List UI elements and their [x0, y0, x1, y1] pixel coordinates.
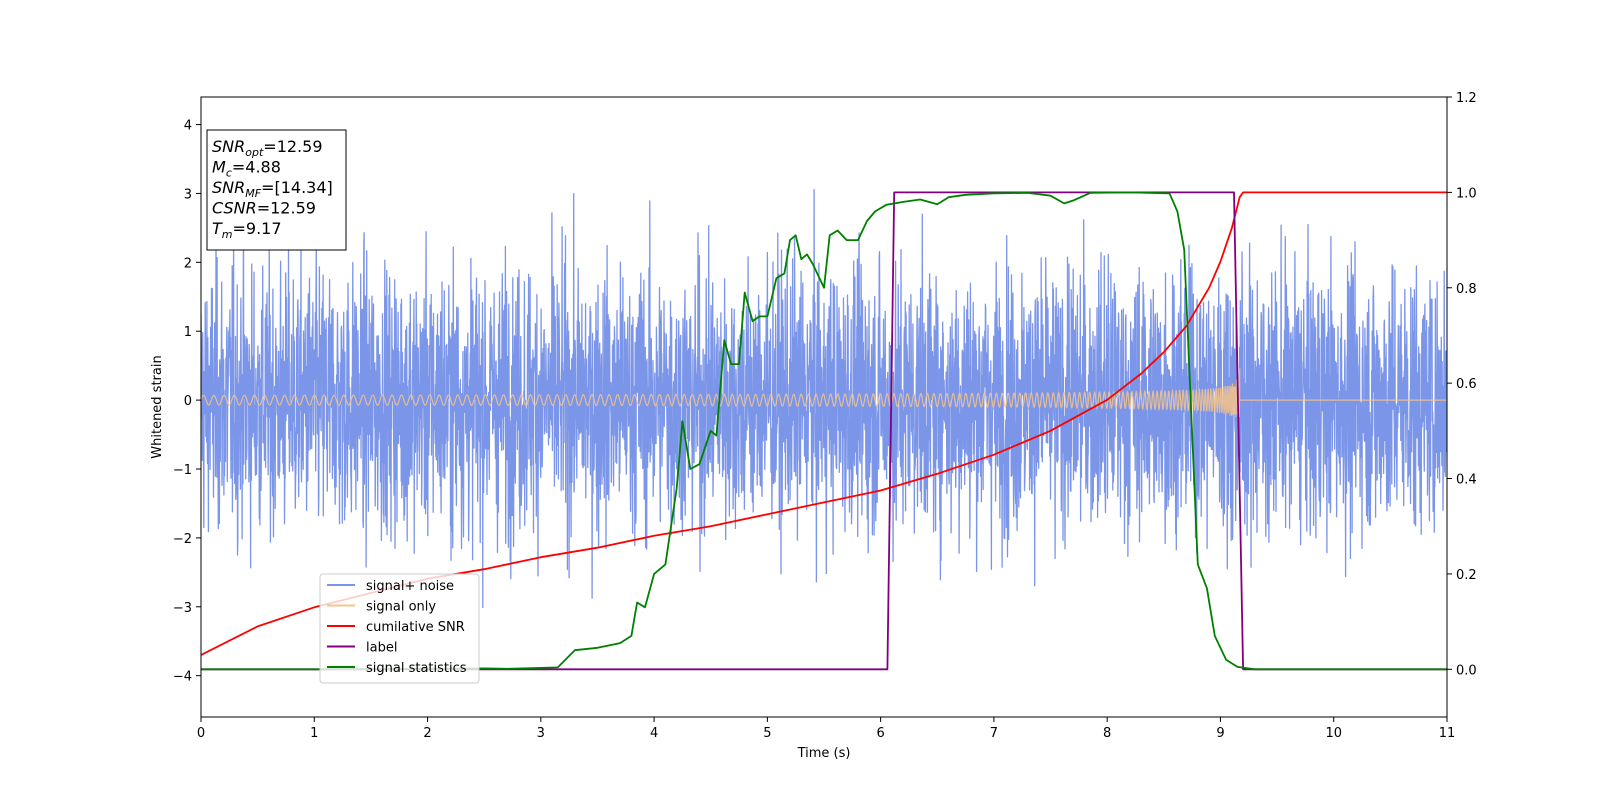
legend-label: label: [366, 641, 397, 656]
y-tick-label: −1: [173, 463, 192, 478]
annotation-line: Mc=4.88: [212, 158, 281, 180]
x-tick-label: 4: [650, 726, 658, 741]
legend-label: signal only: [366, 600, 436, 615]
y2-tick-label: 0.4: [1456, 473, 1477, 488]
y2-tick-label: 0.8: [1456, 282, 1477, 297]
x-tick-label: 0: [197, 726, 205, 741]
legend-item-cumilative-snr: cumilative SNR: [327, 620, 465, 635]
y-tick-label: 1: [184, 325, 192, 340]
series-signal-statistics: [201, 191, 1447, 671]
legend-item-signal-only: signal only: [327, 600, 436, 615]
x-tick-label: 5: [763, 726, 771, 741]
y-tick-label: −2: [173, 532, 192, 547]
x-tick-label: 7: [990, 726, 998, 741]
legend: signal+ noise signal only cumilative SNR la…: [319, 573, 480, 684]
legend-item-signal-noise: signal+ noise: [327, 579, 454, 594]
plot-frame: [200, 96, 1448, 718]
x-axis: 0 1 2 3 4 5 6 7 8 9 10 11: [197, 717, 1455, 741]
legend-item-label: label: [327, 641, 397, 656]
annotation-line: SNRopt=12.59: [212, 137, 323, 159]
series-signal-only: [201, 368, 1447, 418]
legend-label: signal statistics: [366, 661, 467, 676]
x-tick-label: 1: [310, 726, 318, 741]
x-tick-label: 8: [1103, 726, 1111, 741]
annotation-line: Tm=9.17: [212, 219, 282, 241]
annotation-line: SNRMF=[14.34]: [212, 178, 333, 200]
annotation-box: SNRopt=12.59Mc=4.88SNRMF=[14.34]CSNR=12.…: [206, 129, 347, 251]
y2-tick-label: 0.6: [1456, 377, 1477, 392]
y2-tick-label: 0.2: [1456, 568, 1477, 583]
annotation-line: CSNR=12.59: [212, 199, 316, 218]
x-axis-label: Time (s): [797, 746, 851, 761]
legend-frame: [319, 573, 480, 684]
x-tick-label: 10: [1325, 726, 1342, 741]
y-axis-right: 0.0 0.2 0.4 0.6 0.8 1.0 1.2: [1447, 91, 1477, 678]
x-tick-label: 6: [876, 726, 884, 741]
y2-tick-label: 0.0: [1456, 663, 1477, 678]
y-tick-label: 2: [184, 256, 192, 271]
legend-item-signal-statistics: signal statistics: [327, 661, 467, 676]
legend-label: cumilative SNR: [366, 620, 465, 635]
y-tick-label: 0: [184, 394, 192, 409]
y2-tick-label: 1.2: [1456, 91, 1477, 106]
y-axis-label: Whitened strain: [150, 355, 165, 458]
y2-tick-label: 1.0: [1456, 186, 1477, 201]
y-tick-label: −3: [173, 601, 192, 616]
y-axis-left: −4 −3 −2 −1 0 1 2 3 4: [173, 119, 201, 685]
x-tick-label: 3: [537, 726, 545, 741]
x-tick-label: 11: [1439, 726, 1456, 741]
x-tick-label: 9: [1216, 726, 1224, 741]
y-tick-label: 4: [184, 119, 192, 134]
y-tick-label: 3: [184, 187, 192, 202]
x-tick-label: 2: [423, 726, 431, 741]
y-tick-label: −4: [173, 670, 192, 685]
legend-label: signal+ noise: [366, 579, 454, 594]
